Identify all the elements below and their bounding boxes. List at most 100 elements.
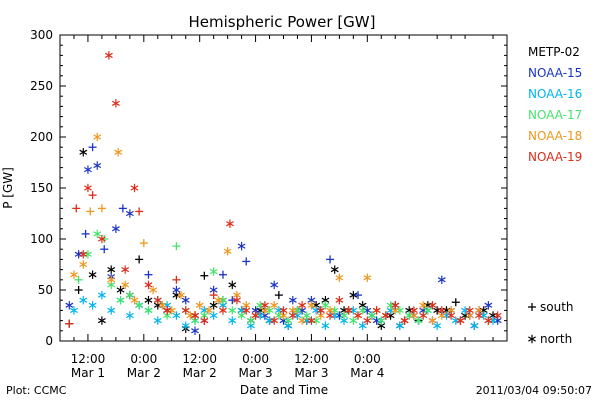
- data-point-north: [372, 316, 381, 325]
- data-point-south: [139, 239, 148, 248]
- plot-timestamp-label: 2011/03/04 09:50:07: [476, 384, 592, 397]
- data-point-north: [270, 316, 279, 325]
- data-point-north: [391, 301, 400, 310]
- data-point-north: [284, 316, 293, 325]
- data-point-north: [475, 311, 483, 320]
- data-point-north: [349, 290, 358, 300]
- data-point-north: [177, 290, 185, 300]
- data-point-south: [86, 207, 95, 216]
- legend-series-label: NOAA-18: [528, 129, 582, 143]
- data-point-north: [335, 296, 344, 305]
- data-point-north: [419, 301, 428, 310]
- data-point-south: [74, 286, 83, 294]
- data-point-south: [81, 229, 90, 238]
- data-point-north: [93, 161, 102, 170]
- data-point-north: [209, 267, 218, 276]
- data-point-north: [107, 306, 116, 315]
- y-tick-label: 100: [30, 232, 53, 246]
- legend: METP-02 NOAA-15 NOAA-16 NOAA-17 NOAA-18 NOAA-…: [528, 45, 582, 346]
- data-point-north: [302, 311, 311, 320]
- data-point-north: [226, 219, 234, 228]
- data-point-north: [144, 306, 153, 315]
- data-point-north: [368, 311, 376, 320]
- data-point-north: [228, 306, 237, 315]
- data-point-north: [97, 234, 106, 244]
- data-point-north: [288, 296, 297, 305]
- data-point-north: [298, 316, 307, 325]
- data-point-north: [79, 260, 88, 269]
- data-point-north: [121, 280, 130, 290]
- data-point-north: [149, 285, 158, 295]
- x-tick-label-time: 0:00: [130, 352, 157, 366]
- data-point-north: [125, 311, 134, 320]
- data-point-north: [335, 311, 344, 320]
- chart-title: Hemispheric Power [GW]: [189, 13, 376, 31]
- data-point-south: [200, 271, 209, 280]
- data-point-north: [191, 311, 199, 320]
- data-point-north: [93, 229, 102, 239]
- x-tick-label-date: Mar 3: [239, 366, 273, 380]
- data-point-south: [74, 275, 83, 284]
- y-tick-label: 200: [30, 130, 53, 144]
- data-point-north: [195, 301, 204, 310]
- data-point-north: [395, 321, 404, 330]
- x-tick-label-date: Mar 3: [294, 366, 328, 380]
- y-axis: 0 50 100 150 200 250 300: [30, 28, 507, 348]
- x-tick-label-date: Mar 2: [127, 366, 161, 380]
- legend-series-label: NOAA-16: [528, 87, 582, 101]
- data-point-north: [428, 316, 437, 325]
- y-tick-label: 250: [30, 79, 53, 93]
- data-point-north: [242, 306, 251, 315]
- data-point-north: [163, 306, 172, 315]
- data-point-south: [228, 296, 237, 305]
- data-point-north: [125, 290, 134, 300]
- data-point-north: [433, 321, 442, 330]
- x-tick-label-time: 12:00: [294, 352, 329, 366]
- data-point-south: [135, 207, 144, 216]
- data-point-north: [181, 321, 190, 330]
- data-point-north: [121, 265, 130, 274]
- data-point-north: [395, 306, 404, 315]
- data-point-south: [72, 204, 81, 213]
- data-point-south: [118, 204, 127, 213]
- data-point-north: [214, 296, 223, 305]
- data-point-north: [335, 273, 344, 282]
- data-point-south: [274, 291, 283, 300]
- data-point-north: [191, 326, 199, 335]
- data-point-north: [451, 316, 460, 325]
- y-tick-label: 0: [45, 334, 53, 348]
- data-point-north: [298, 301, 307, 310]
- legend-series-label: METP-02: [528, 45, 580, 59]
- x-tick-label-time: 12:00: [71, 352, 106, 366]
- data-point-north: [209, 301, 218, 310]
- data-point-north: [107, 265, 116, 274]
- data-point-north: [135, 301, 144, 310]
- data-point-north: [358, 306, 367, 315]
- data-point-north: [172, 285, 181, 295]
- data-point-north: [167, 306, 176, 315]
- data-point-south: [144, 270, 153, 279]
- data-point-north: [484, 301, 493, 310]
- data-point-north: [265, 306, 274, 315]
- data-point-north: [260, 301, 269, 310]
- data-point-north: [79, 296, 88, 305]
- data-point-north: [65, 301, 74, 310]
- x-tick-label-date: Mar 1: [71, 366, 105, 380]
- data-point-north: [279, 306, 288, 315]
- data-point-north: [97, 316, 106, 325]
- data-point-north: [382, 311, 390, 320]
- data-point-north: [237, 241, 246, 251]
- data-point-north: [233, 296, 241, 305]
- y-axis-label: P [GW]: [1, 167, 15, 209]
- data-point-north: [456, 316, 465, 325]
- legend-north-symbol: [528, 334, 536, 344]
- data-point-north: [114, 148, 123, 157]
- data-point-north: [307, 316, 316, 325]
- data-point-north: [219, 306, 227, 315]
- legend-marker-label: south: [540, 300, 574, 314]
- data-point-north: [181, 296, 190, 305]
- data-point-north: [493, 311, 502, 320]
- legend-south-symbol: [528, 303, 536, 311]
- data-point-north: [237, 311, 246, 320]
